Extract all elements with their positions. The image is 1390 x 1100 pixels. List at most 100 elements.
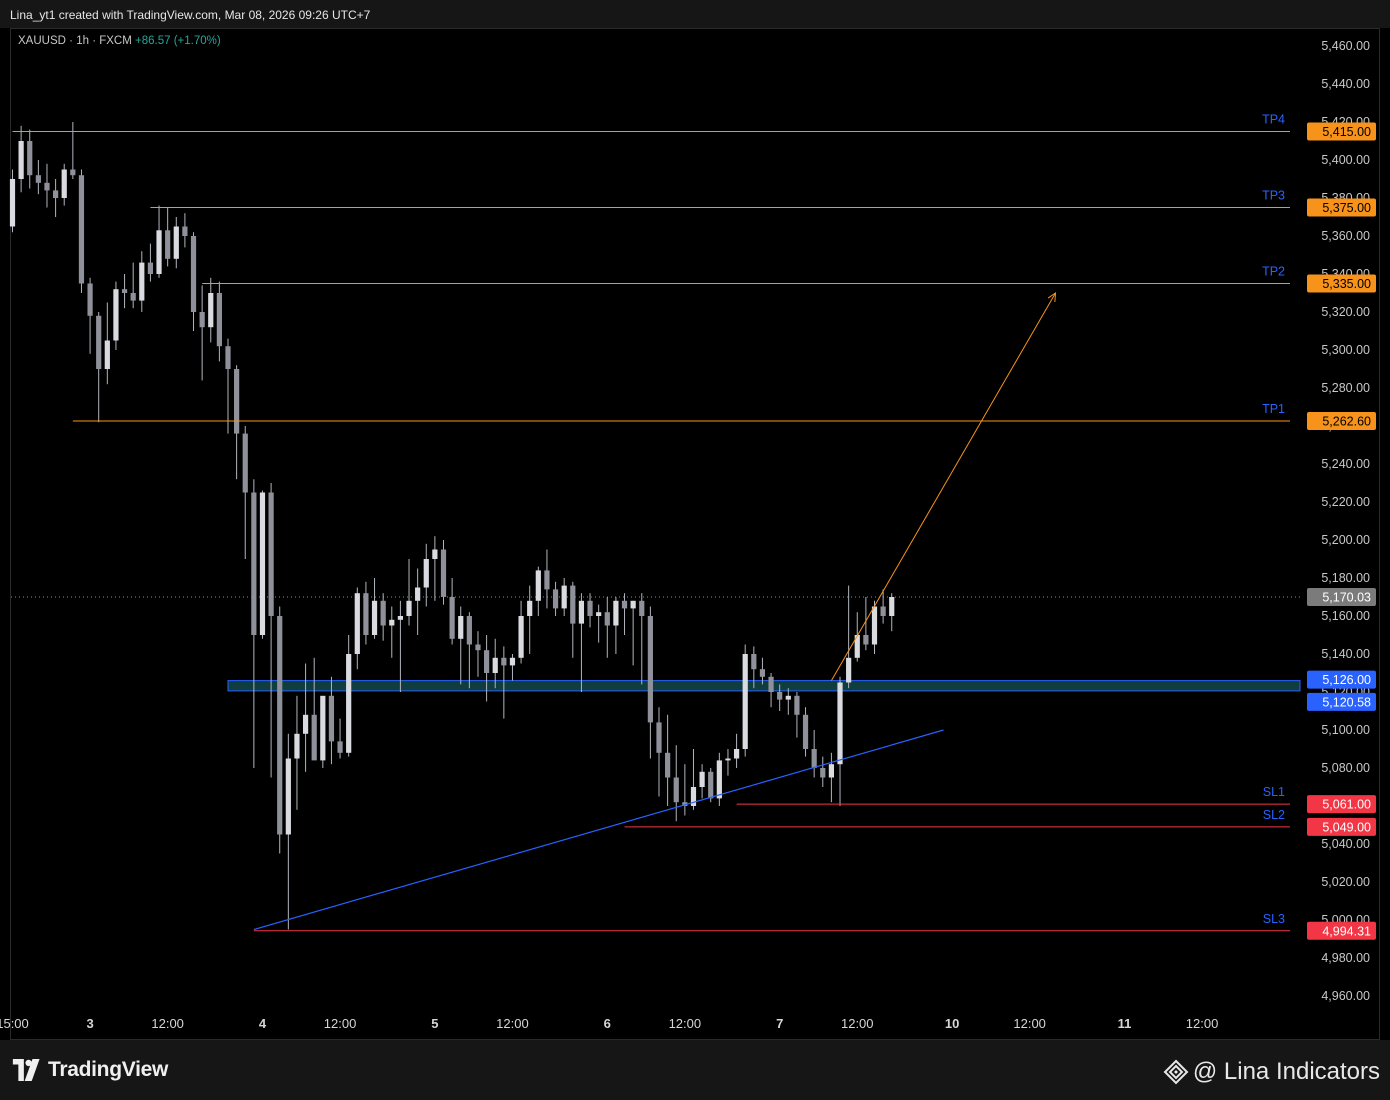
candle-body	[475, 644, 481, 651]
candle-body	[544, 570, 550, 590]
y-tick-label: 5,440.00	[1321, 77, 1370, 91]
y-tick-label: 5,140.00	[1321, 647, 1370, 661]
candle	[863, 597, 869, 651]
candle	[440, 540, 447, 605]
candle	[880, 589, 886, 624]
arrow-head	[1047, 292, 1057, 303]
tradingview-brand[interactable]: TradingView	[12, 1058, 168, 1082]
candle	[311, 657, 317, 761]
candle	[501, 646, 507, 719]
x-tick-label: 12:00	[496, 1016, 529, 1031]
candle-body	[449, 597, 455, 639]
candle	[130, 262, 136, 309]
candle	[759, 657, 766, 685]
candle-body	[794, 695, 800, 715]
level-name-sl3: SL3	[1263, 912, 1285, 926]
price-chart[interactable]: 5,460.005,440.005,420.005,400.005,380.00…	[0, 0, 1390, 1040]
candle-body	[259, 492, 266, 635]
candle	[484, 635, 490, 702]
candle	[708, 768, 714, 803]
candle-body	[759, 669, 766, 677]
creator-credit: Lina_yt1 created with TradingView.com, M…	[10, 8, 371, 22]
chart-frame	[10, 28, 1380, 1040]
current-price-label: 5,170.03	[1322, 590, 1371, 604]
candle-body	[216, 293, 222, 347]
projection-arrow	[830, 292, 1056, 681]
y-tick-label: 5,360.00	[1321, 229, 1370, 243]
candle	[596, 604, 602, 643]
candle	[794, 692, 800, 738]
candle-body	[380, 600, 386, 626]
candle-body	[535, 570, 541, 601]
symbol-legend[interactable]: XAUUSD · 1h · FXCM +86.57 (+1.70%)	[18, 35, 221, 47]
candle	[225, 338, 231, 434]
candle	[242, 426, 248, 559]
candle-body	[699, 771, 705, 787]
x-tick-label: 12:00	[841, 1016, 874, 1031]
candle	[259, 490, 266, 639]
candle	[216, 281, 222, 362]
candle	[811, 730, 817, 778]
candle-body	[889, 597, 895, 616]
candle	[802, 707, 809, 757]
price-change: +86.57 (+1.70%)	[135, 35, 221, 47]
y-tick-label: 5,160.00	[1321, 609, 1370, 623]
candle	[199, 285, 205, 381]
candle-body	[320, 695, 326, 761]
price-tag-tp1	[1307, 412, 1376, 431]
candle	[320, 695, 326, 768]
price-tag-label: 5,375.00	[1322, 201, 1371, 215]
candle-body	[630, 600, 636, 609]
candle	[682, 764, 688, 816]
x-tick-label: 7	[776, 1016, 783, 1031]
candle-body	[53, 190, 59, 198]
x-tick-label: 10	[945, 1016, 959, 1031]
y-tick-label: 5,220.00	[1321, 495, 1370, 509]
candle-body	[656, 722, 662, 753]
candle	[337, 718, 343, 759]
candle	[785, 688, 791, 715]
candle-body	[777, 692, 783, 700]
candle	[44, 163, 50, 208]
footer	[0, 1040, 1390, 1100]
candle-body	[251, 492, 257, 635]
candle-body	[165, 230, 171, 259]
candle-body	[371, 600, 378, 635]
candle	[121, 274, 128, 309]
symbol-exchange: FXCM	[99, 35, 132, 47]
candle-body	[604, 612, 610, 626]
candle-body	[802, 714, 809, 749]
candle	[509, 654, 516, 681]
candle	[53, 179, 59, 217]
candle-body	[208, 293, 214, 328]
candle-body	[337, 741, 343, 753]
candle-body	[578, 600, 585, 624]
candle	[78, 169, 85, 293]
candle-body	[406, 600, 412, 616]
candle-body	[328, 695, 335, 742]
candle-body	[389, 619, 395, 626]
candle-body	[665, 752, 671, 778]
candle-body	[484, 650, 490, 673]
candle-body	[596, 612, 602, 616]
candle	[70, 122, 76, 179]
candle	[104, 302, 110, 385]
candle	[354, 587, 360, 670]
candle	[871, 600, 878, 654]
price-tag-label: 5,415.00	[1322, 125, 1371, 139]
candle-body	[880, 606, 886, 616]
candle-body	[673, 777, 679, 803]
price-tag-label: 5,049.00	[1322, 820, 1371, 834]
candle	[397, 600, 403, 692]
candle	[518, 600, 524, 664]
candle-body	[785, 695, 791, 700]
candle-body	[509, 657, 516, 666]
candle	[854, 612, 860, 662]
candle-body	[363, 593, 369, 635]
y-tick-label: 4,980.00	[1321, 951, 1370, 965]
y-tick-label: 4,960.00	[1321, 989, 1370, 1003]
candle-body	[302, 714, 309, 734]
y-tick-label: 5,280.00	[1321, 381, 1370, 395]
x-tick-label: 12:00	[324, 1016, 357, 1031]
support-zone	[227, 680, 1301, 692]
